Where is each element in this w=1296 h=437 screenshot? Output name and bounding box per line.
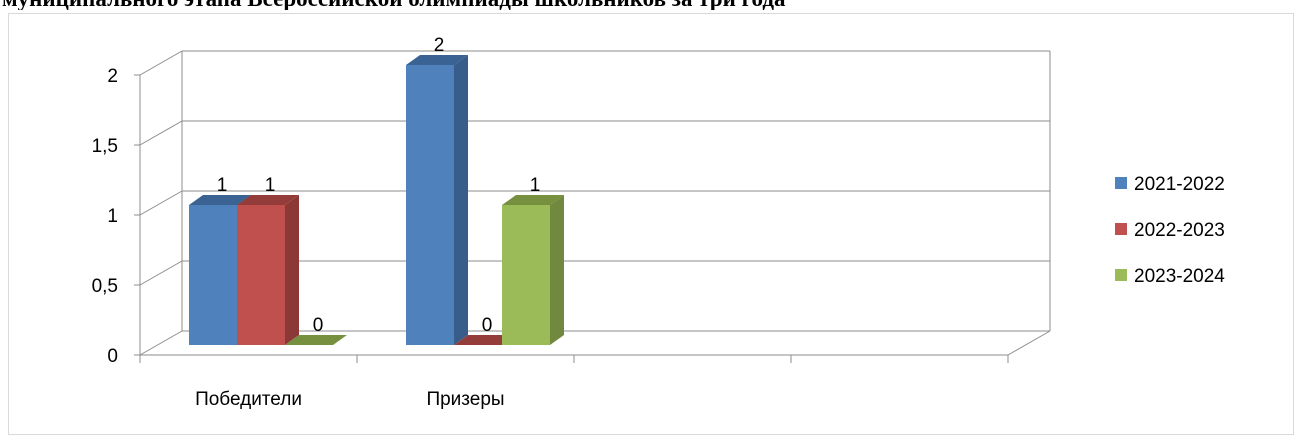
legend: 2021-2022 2022-2023 2023-2024 (1115, 174, 1225, 287)
legend-label: 2023-2024 (1134, 266, 1225, 287)
bar-2021-2022-Победители (189, 205, 237, 345)
x-tick-label: Победители (195, 389, 302, 410)
bar-top-face (285, 335, 347, 345)
bar-top-face (406, 55, 468, 65)
legend-swatch (1115, 177, 1127, 189)
gridline-side (139, 190, 183, 216)
bar-top-face (502, 195, 564, 205)
gridlines (139, 50, 1051, 356)
legend-label: 2022-2023 (1134, 220, 1225, 241)
data-label: 0 (482, 315, 493, 336)
data-label: 1 (217, 175, 228, 196)
bar-top-face (189, 195, 251, 205)
y-tick-label: 0,5 (92, 276, 118, 297)
data-label: 1 (530, 175, 541, 196)
data-label: 0 (313, 315, 324, 336)
floor-edge (1007, 330, 1051, 356)
y-tick-label: 1 (107, 206, 118, 227)
axes: 0 0,5 1 1,5 2 Победители Призеры (92, 66, 1051, 410)
data-labels: 1 2 1 0 0 1 (217, 35, 541, 336)
y-tick-label: 2 (107, 66, 118, 87)
y-tick-label: 0 (107, 346, 118, 367)
bar-side-face (550, 195, 564, 345)
gridline-side (139, 50, 183, 76)
bar-side-face (285, 195, 299, 345)
bar-side-face (454, 55, 468, 345)
gridline-side (139, 260, 183, 286)
legend-label: 2021-2022 (1134, 174, 1225, 195)
y-tick-label: 1,5 (92, 136, 118, 157)
gridline-side (139, 120, 183, 146)
bar-top-face (237, 195, 299, 205)
data-label: 1 (265, 175, 276, 196)
legend-swatch (1115, 223, 1127, 235)
page-title: муниципального этапа Всероссийской олимп… (2, 0, 1292, 10)
x-tick-label: Призеры (426, 389, 504, 410)
bar-2021-2022-Призеры (406, 65, 454, 345)
legend-swatch (1115, 269, 1127, 281)
bar-2022-2023-Победители (237, 205, 285, 345)
bars (189, 55, 564, 345)
data-label: 2 (434, 35, 445, 56)
bar-top-face (454, 335, 516, 345)
gridline-side (139, 330, 183, 356)
bar-2023-2024-Призеры (502, 205, 550, 345)
